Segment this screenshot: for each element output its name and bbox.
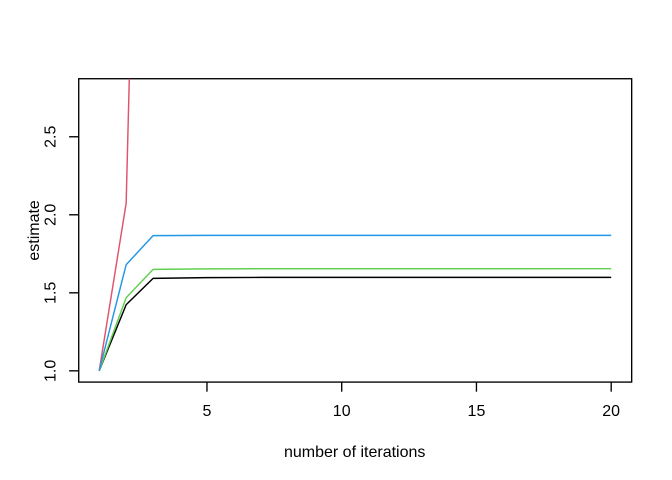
svg-text:2.0: 2.0: [43, 204, 60, 226]
svg-text:15: 15: [468, 403, 486, 420]
svg-text:estimate: estimate: [26, 200, 43, 261]
svg-text:number of iterations: number of iterations: [284, 444, 425, 461]
svg-text:20: 20: [602, 403, 620, 420]
svg-text:5: 5: [203, 403, 212, 420]
svg-text:1.0: 1.0: [43, 360, 60, 382]
svg-text:1.5: 1.5: [43, 282, 60, 304]
svg-text:2.5: 2.5: [43, 126, 60, 148]
svg-text:10: 10: [333, 403, 351, 420]
